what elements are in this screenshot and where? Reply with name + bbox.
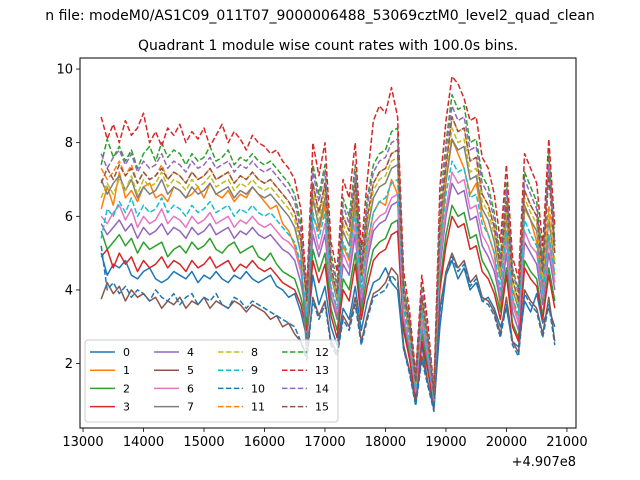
legend-label-6: 6: [187, 382, 194, 395]
y-tick-label: 6: [65, 210, 73, 225]
legend-label-8: 8: [251, 346, 258, 359]
y-axis: 2 4 6 8 10: [56, 63, 80, 372]
plot-series-group: [100, 75, 556, 413]
x-tick-label: 16000: [244, 435, 285, 450]
series-line-10: [100, 245, 556, 413]
legend-label-11: 11: [251, 401, 265, 414]
legend-label-4: 4: [187, 346, 194, 359]
y-tick-label: 2: [65, 357, 73, 372]
x-tick-label: 13000: [62, 435, 103, 450]
series-line-3: [100, 215, 556, 407]
legend-label-10: 10: [251, 382, 265, 395]
legend-label-3: 3: [123, 401, 130, 414]
x-axis: 13000 14000 15000 16000 17000 18000 19000 20000…: [62, 428, 588, 450]
x-tick-label: 15000: [183, 435, 224, 450]
legend-label-2: 2: [123, 382, 130, 395]
plot-frame: [79, 57, 577, 429]
x-tick-label: 18000: [365, 435, 406, 450]
legend-label-13: 13: [315, 364, 329, 377]
x-offset-label: +4.907e8: [512, 455, 576, 470]
chart-title: Quadrant 1 module wise count rates with …: [138, 38, 518, 54]
figure-suptitle: n file: modeM0/AS1C09_011T07_9000006488_…: [45, 8, 594, 24]
legend-label-9: 9: [251, 364, 258, 377]
legend-label-7: 7: [187, 401, 194, 414]
y-tick-label: 8: [65, 136, 73, 151]
legend-label-14: 14: [315, 382, 329, 395]
y-tick-label: 4: [65, 283, 73, 298]
legend-box: [84, 339, 339, 423]
series-line-2: [100, 204, 556, 405]
x-tick-label: 19000: [425, 435, 466, 450]
series-line-4: [100, 182, 556, 403]
legend-label-12: 12: [315, 346, 329, 359]
legend-label-5: 5: [187, 364, 194, 377]
series-line-14: [100, 105, 556, 394]
legend-label-0: 0: [123, 346, 130, 359]
x-tick-label: 20000: [486, 435, 527, 450]
y-tick-label: 10: [56, 63, 73, 78]
x-tick-label: 21000: [546, 435, 587, 450]
series-line-15: [100, 116, 556, 396]
x-tick-label: 14000: [123, 435, 164, 450]
legend-label-1: 1: [123, 364, 130, 377]
series-line-9: [100, 160, 556, 402]
x-tick-label: 17000: [304, 435, 345, 450]
series-line-7: [100, 138, 556, 398]
legend-label-15: 15: [315, 401, 329, 414]
series-line-13: [100, 75, 556, 391]
